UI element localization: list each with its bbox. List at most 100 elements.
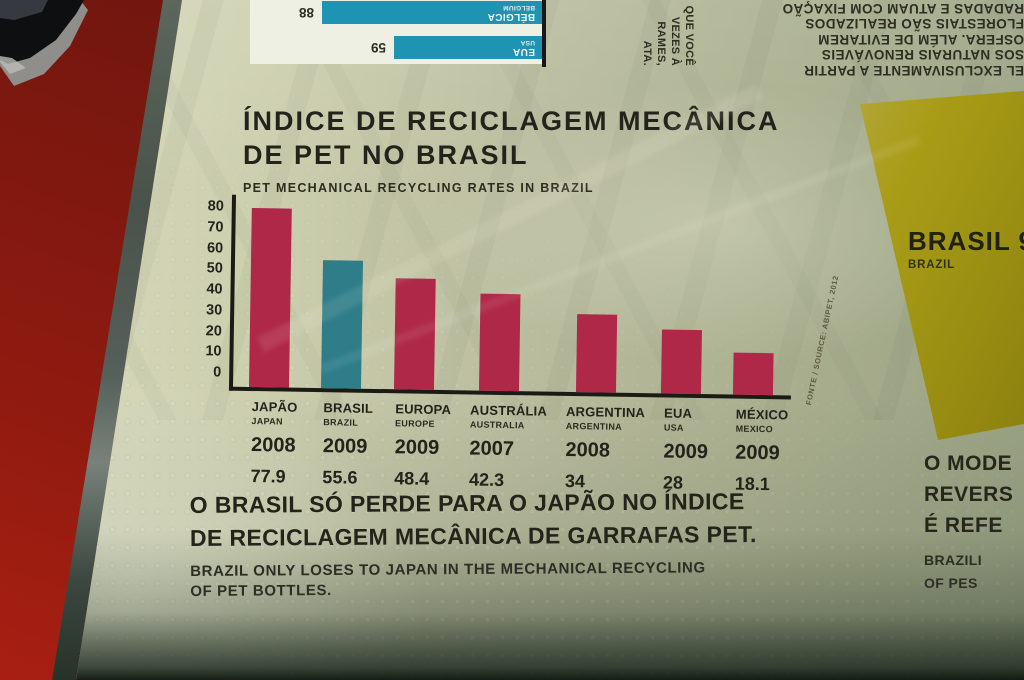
bar-japan [248, 207, 292, 388]
mini-bar-row-belgium: BÉLGICA BELGIUM 88 [250, 1, 546, 24]
mini-bar-usa: EUA USA [394, 36, 542, 59]
column-labels: EUA USA 2009 28 [644, 405, 717, 494]
column-labels: BRASIL BRAZIL 2009 55.6 [303, 400, 376, 489]
visitor-shoe [0, 0, 88, 86]
column-labels: MÉXICO MEXICO 2009 18.1 [716, 406, 789, 495]
yellow-box-subtitle: BRAZIL [908, 259, 955, 271]
column-labels: EUROPA EUROPE 2009 48.4 [375, 401, 451, 490]
chart-column-brazil: BRASIL BRAZIL 2009 55.6 [303, 204, 379, 489]
year-label: 2007 [469, 437, 515, 461]
ytick-80: 80 [207, 198, 224, 215]
mini-bar-label-en: BELGIUM [502, 3, 535, 11]
ytick-0: 0 [213, 364, 222, 381]
category-label-en: ARGENTINA [565, 420, 623, 432]
chart-column-mexico: MÉXICO MEXICO 2009 18.1 [716, 210, 792, 495]
category-label: JAPÃO [251, 399, 298, 415]
yellow-box-text: BRASIL 9 BRAZIL [908, 226, 1024, 271]
category-label-en: BRAZIL [323, 417, 359, 428]
chart-subtitle: PET MECHANICAL RECYCLING RATES IN BRAZIL [243, 181, 594, 195]
right-text-line: REVERS [924, 483, 1014, 506]
category-label: AUSTRÁLIA [470, 402, 548, 419]
chart-title-line2: DE PET NO BRASIL [243, 140, 529, 170]
bar-area [645, 209, 720, 395]
mini-bar-chart-upside-down: BÉLGICA BELGIUM 88 EUA USA 59 [250, 0, 546, 67]
statement-en-line1: BRAZIL ONLY LOSES TO JAPAN IN THE MECHAN… [190, 559, 706, 580]
ytick-40: 40 [206, 281, 223, 298]
bar-area [547, 208, 648, 394]
chart-title-block: ÍNDICE DE RECICLAGEM MECÂNICA DE PET NO … [243, 104, 780, 195]
bar-mexico [733, 352, 774, 396]
mini-bar-label: BÉLGICA [487, 11, 535, 23]
sole-highlight [0, 56, 26, 74]
fragment-line: OSFERA. ALÉM DE EVITAREM [817, 32, 1024, 47]
right-cutoff-text: O MODE REVERS É REFE BRAZILI OF PES [924, 448, 1024, 595]
category-label: BRASIL [323, 400, 374, 416]
year-label: 2009 [394, 436, 440, 459]
statement-pt-line2: DE RECICLAGEM MECÂNICA DE GARRAFAS PET. [189, 521, 757, 551]
mini-bar-label: EUA [512, 46, 535, 58]
bar-area [377, 205, 455, 390]
mini-bar-label-en: USA [520, 38, 535, 46]
bar-australia [479, 293, 521, 392]
year-label: 2009 [735, 441, 780, 465]
fragment-line: SOS NATURAIS RENOVÁVEIS [821, 47, 1024, 63]
mini-bar-value: 88 [298, 5, 314, 20]
category-label: EUA [663, 405, 693, 421]
bar-europe [394, 277, 436, 390]
chart-title-line1: ÍNDICE DE RECICLAGEM MECÂNICA [243, 106, 780, 136]
category-label-en: USA [663, 422, 684, 433]
right-text-line: É REFE [924, 514, 1003, 537]
ytick-50: 50 [206, 260, 223, 277]
category-label-en: EUROPE [394, 418, 435, 429]
value-label: 77.9 [250, 466, 286, 487]
bar-argentina [576, 313, 618, 393]
year-label: 2009 [322, 435, 368, 458]
mini-chart-axis [542, 0, 546, 67]
bar-area [305, 204, 380, 389]
category-label-en: AUSTRALIA [469, 419, 525, 431]
pant-leg [0, 0, 48, 20]
ytick-10: 10 [205, 343, 222, 360]
mini-bar-row-usa: EUA USA 59 [250, 36, 546, 59]
ytick-20: 20 [205, 322, 223, 340]
column-labels: AUSTRÁLIA AUSTRALIA 2007 42.3 [450, 402, 547, 491]
chart-column-usa: EUA USA 2009 28 [644, 209, 720, 494]
chart-column-europe: EUROPA EUROPE 2009 48.4 [375, 205, 454, 490]
year-label: 2009 [663, 440, 709, 464]
bar-area [717, 210, 792, 396]
main-chart-columns: JAPÃO JAPAN 2008 77.9 BRASIL BRAZIL 2009 55.6 EU… [231, 203, 791, 496]
chart-column-australia: AUSTRÁLIA AUSTRALIA 2007 42.3 [450, 206, 550, 491]
year-label: 2008 [250, 434, 296, 457]
ytick-30: 30 [205, 302, 223, 319]
yellow-box-title: BRASIL 9 [908, 226, 1024, 256]
year-label: 2008 [565, 438, 611, 462]
value-label: 55.6 [322, 467, 358, 488]
bar-area [233, 203, 308, 388]
bar-usa [661, 329, 703, 395]
category-label-en: MEXICO [735, 423, 774, 435]
main-bar-chart: 80 70 60 50 40 30 20 10 0 JAPÃO JAPAN 2008 77.9 BRAS… [183, 194, 837, 496]
column-labels: ARGENTINA ARGENTINA 2008 34 [546, 404, 645, 494]
right-text-line-en: OF PES [924, 575, 978, 591]
ytick-70: 70 [207, 219, 224, 236]
bar-brazil [320, 260, 363, 389]
chart-column-japan: JAPÃO JAPAN 2008 77.9 [231, 203, 307, 488]
statement-pt-line1: O BRASIL SÓ PERDE PARA O JAPÃO NO ÍNDICE [189, 488, 745, 518]
column-labels: JAPÃO JAPAN 2008 77.9 [231, 399, 304, 488]
fragment-line: RADADAS E ATUAM COM FIXAÇÃO [782, 1, 1024, 16]
bottom-statement: O BRASIL SÓ PERDE PARA O JAPÃO NO ÍNDICE… [190, 485, 758, 602]
category-label: EUROPA [395, 401, 452, 418]
ytick-60: 60 [206, 239, 224, 257]
fragment-line: EL EXCLUSIVAMENTE A PARTIR [803, 63, 1024, 78]
category-label: MÉXICO [735, 406, 789, 423]
mini-bar-belgium: BÉLGICA BELGIUM [322, 1, 542, 24]
rotated-text-fragment-upside-down: EL EXCLUSIVAMENTE A PARTIR SOS NATURAIS … [624, 0, 1024, 78]
right-text-line: O MODE [924, 452, 1013, 475]
chart-column-argentina: ARGENTINA ARGENTINA 2008 34 [546, 208, 649, 494]
category-label-en: JAPAN [251, 416, 283, 427]
right-text-line-en: BRAZILI [924, 552, 983, 568]
bar-area [451, 206, 550, 392]
statement-en-line2: OF PET BOTTLES. [190, 581, 332, 600]
yellow-info-box: BRASIL 9 BRAZIL [860, 91, 1024, 440]
category-label: ARGENTINA [565, 403, 646, 421]
